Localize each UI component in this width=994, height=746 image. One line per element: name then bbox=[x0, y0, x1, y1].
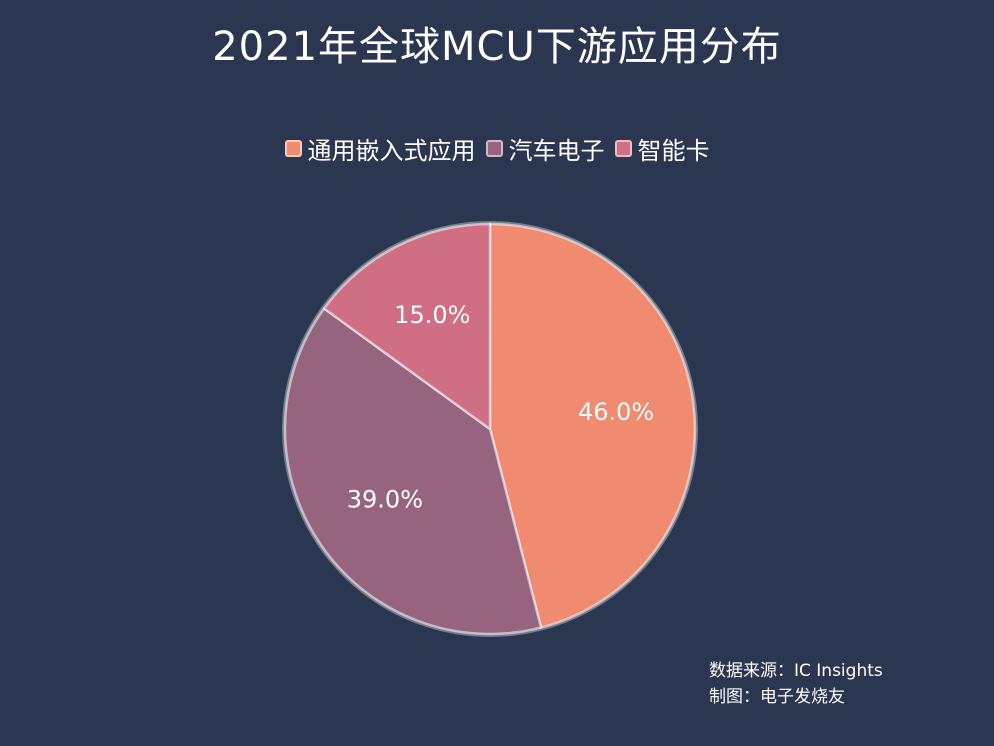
legend-label-smartcard: 智能卡 bbox=[637, 137, 710, 165]
chart-legend: 通用嵌入式应用 汽车电子 智能卡 bbox=[0, 131, 994, 166]
pie-outline bbox=[282, 221, 698, 637]
legend-label-automotive: 汽车电子 bbox=[508, 137, 605, 165]
legend-swatch-embedded bbox=[284, 140, 302, 157]
legend-swatch-automotive bbox=[485, 140, 503, 157]
slice-label-embedded: 46.0% bbox=[578, 398, 654, 426]
legend-label-embedded: 通用嵌入式应用 bbox=[307, 137, 476, 165]
legend-swatch-smartcard bbox=[614, 140, 632, 157]
legend-item-embedded[interactable]: 通用嵌入式应用 bbox=[284, 131, 476, 166]
pie-slice-embedded[interactable] bbox=[488, 222, 697, 629]
chart-title: 2021年全球MCU下游应用分布 bbox=[212, 24, 782, 70]
pie-slice-smartcard[interactable] bbox=[322, 222, 492, 431]
pie-slice-automotive[interactable] bbox=[283, 307, 543, 636]
source-line: 数据来源：IC Insights bbox=[709, 661, 883, 681]
source-note: 数据来源：IC Insights 制图：电子发烧友 bbox=[709, 658, 883, 710]
legend-item-automotive[interactable]: 汽车电子 bbox=[485, 131, 605, 166]
legend-item-smartcard[interactable]: 智能卡 bbox=[614, 131, 710, 166]
credit-line: 制图：电子发烧友 bbox=[709, 687, 845, 707]
slice-label-automotive: 39.0% bbox=[347, 485, 423, 513]
slice-label-smartcard: 15.0% bbox=[394, 301, 470, 329]
